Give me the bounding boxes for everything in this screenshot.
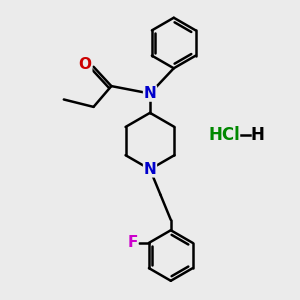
Text: H: H	[250, 126, 264, 144]
Text: HCl: HCl	[208, 126, 240, 144]
Text: O: O	[79, 57, 92, 72]
Text: F: F	[128, 236, 138, 250]
Text: N: N	[144, 162, 156, 177]
Text: N: N	[144, 86, 156, 101]
